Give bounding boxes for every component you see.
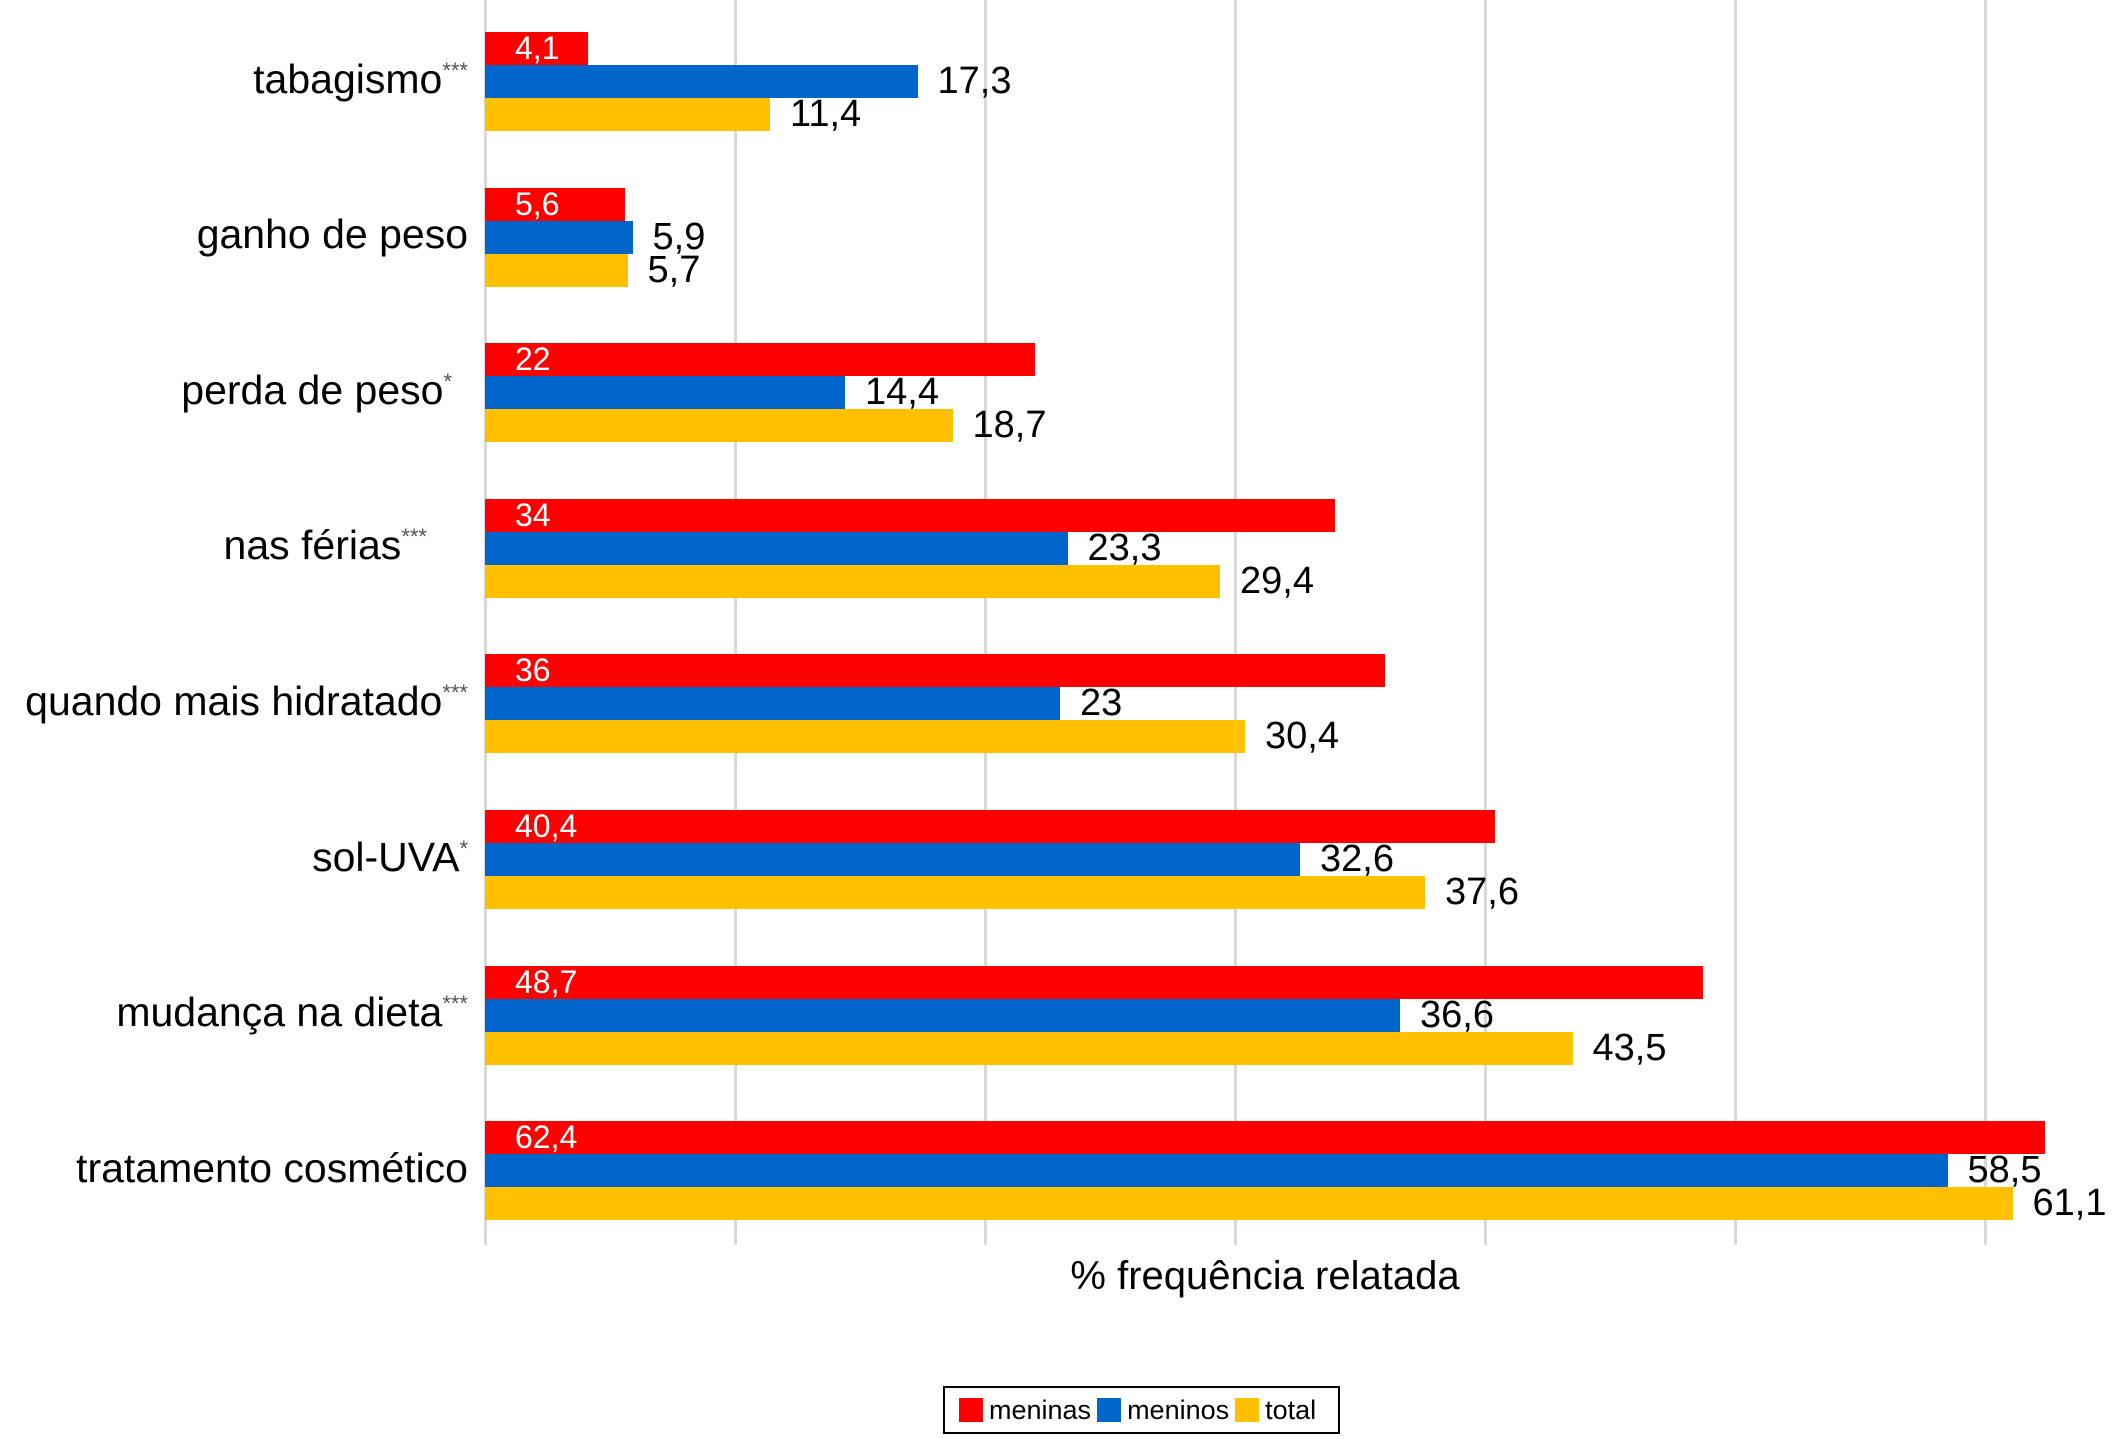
category-label-tratamento-cosmetico: tratamento cosmético	[0, 1144, 468, 1191]
legend-item-meninas: meninas	[959, 1395, 1091, 1426]
significance-marker: ***	[442, 57, 468, 83]
legend-swatch-total	[1235, 1398, 1260, 1422]
bar-meninos-nas-ferias	[485, 531, 1068, 565]
value-label-meninas-tratamento-cosmetico: 62,4	[515, 1119, 578, 1156]
bar-meninos-perda-de-peso	[485, 376, 845, 410]
bar-meninas-sol-uva	[485, 810, 1495, 843]
value-label-meninos-quando-mais-hidratado: 23	[1080, 682, 1123, 725]
bar-meninas-perda-de-peso	[485, 343, 1035, 377]
bar-meninos-quando-mais-hidratado	[485, 687, 1060, 721]
legend-item-total: total	[1235, 1395, 1316, 1426]
value-label-meninas-ganho-de-peso: 5,6	[515, 185, 560, 222]
category-label-text: tabagismo	[253, 55, 443, 102]
gridline	[483, 0, 487, 1245]
bar-total-nas-ferias	[485, 564, 1220, 598]
category-label-perda-de-peso: perda de peso*	[0, 366, 452, 413]
bar-meninas-quando-mais-hidratado	[485, 654, 1385, 688]
legend-swatch-meninos	[1097, 1398, 1122, 1422]
significance-marker: ***	[442, 679, 468, 705]
category-label-text: mudança na dieta	[116, 989, 443, 1036]
legend-label-total: total	[1265, 1394, 1317, 1425]
bar-meninos-tratamento-cosmetico	[485, 1154, 1948, 1188]
legend-swatch-meninas	[959, 1398, 983, 1422]
category-label-text: perda de peso	[181, 366, 444, 413]
bar-total-tratamento-cosmetico	[485, 1187, 2013, 1221]
value-label-meninos-nas-ferias: 23,3	[1087, 526, 1162, 569]
bar-meninas-tabagismo	[485, 32, 588, 65]
plot-area: tabagismo*** 4,1 17,3 11,4 ganho de peso 5,6 5…	[0, 0, 2107, 1245]
value-label-meninas-quando-mais-hidratado: 36	[515, 652, 551, 689]
value-label-total-perda-de-peso: 18,7	[972, 404, 1047, 447]
value-label-total-mudanca-na-dieta: 43,5	[1592, 1026, 1667, 1069]
bar-meninas-nas-ferias	[485, 498, 1335, 532]
gridline	[1483, 0, 1487, 1245]
value-label-meninas-tabagismo: 4,1	[515, 30, 560, 66]
bar-total-quando-mais-hidratado	[485, 720, 1245, 754]
value-label-meninos-sol-uva: 32,6	[1320, 838, 1394, 880]
value-label-total-quando-mais-hidratado: 30,4	[1265, 715, 1339, 758]
bar-meninas-mudanca-na-dieta	[485, 965, 1703, 999]
value-label-total-tratamento-cosmetico: 61,1	[2032, 1182, 2107, 1225]
gridline	[1733, 0, 1737, 1245]
significance-marker: *	[459, 835, 468, 861]
value-label-meninas-sol-uva: 40,4	[515, 808, 578, 844]
bar-meninas-tratamento-cosmetico	[485, 1121, 2045, 1155]
value-label-total-ganho-de-peso: 5,7	[647, 248, 701, 291]
category-label-text: ganho de peso	[196, 211, 468, 258]
legend-label-meninas: meninas	[989, 1394, 1092, 1425]
legend: meninas meninos total	[943, 1386, 1340, 1434]
gridline	[983, 0, 987, 1245]
bar-meninas-ganho-de-peso	[485, 187, 625, 221]
value-label-meninos-tabagismo: 17,3	[937, 60, 1012, 102]
category-label-text: sol-UVA	[312, 833, 460, 880]
category-label-text: quando mais hidratado	[25, 677, 443, 724]
significance-marker: ***	[401, 524, 427, 550]
category-label-text: tratamento cosmético	[76, 1144, 468, 1191]
bar-total-perda-de-peso	[485, 409, 953, 443]
value-label-total-sol-uva: 37,6	[1445, 871, 1519, 913]
bar-meninos-tabagismo	[485, 65, 918, 98]
bar-total-ganho-de-peso	[485, 253, 628, 287]
value-label-meninas-perda-de-peso: 22	[515, 341, 551, 378]
category-label-sol-uva: sol-UVA*	[0, 833, 468, 880]
bar-meninos-ganho-de-peso	[485, 220, 633, 254]
value-label-total-tabagismo: 11,4	[790, 93, 862, 135]
bar-total-mudanca-na-dieta	[485, 1031, 1573, 1065]
category-label-tabagismo: tabagismo***	[0, 55, 468, 102]
legend-item-meninos: meninos	[1097, 1395, 1229, 1426]
value-label-total-nas-ferias: 29,4	[1240, 559, 1314, 602]
value-label-meninos-tratamento-cosmetico: 58,5	[1967, 1149, 2042, 1192]
category-label-text: nas férias	[223, 522, 402, 569]
gridline	[1983, 0, 1987, 1245]
value-label-meninas-mudanca-na-dieta: 48,7	[515, 963, 578, 1000]
value-label-meninos-ganho-de-peso: 5,9	[652, 215, 706, 258]
value-label-meninos-perda-de-peso: 14,4	[865, 371, 939, 414]
value-label-meninos-mudanca-na-dieta: 36,6	[1420, 993, 1494, 1036]
gridline	[733, 0, 737, 1245]
bar-meninos-mudanca-na-dieta	[485, 998, 1400, 1032]
category-label-mudanca-na-dieta: mudança na dieta***	[0, 989, 468, 1036]
significance-marker: *	[443, 368, 452, 394]
bar-total-tabagismo	[485, 98, 770, 131]
legend-label-meninos: meninos	[1127, 1394, 1230, 1425]
category-label-nas-ferias: nas férias***	[0, 522, 427, 569]
significance-marker: ***	[442, 991, 468, 1017]
category-label-quando-mais-hidratado: quando mais hidratado***	[0, 677, 468, 724]
x-axis-label: % frequência relatada	[1070, 1254, 1460, 1298]
bar-total-sol-uva	[485, 876, 1425, 909]
category-label-ganho-de-peso: ganho de peso	[0, 211, 468, 258]
value-label-meninas-nas-ferias: 34	[515, 496, 551, 533]
bar-meninos-sol-uva	[485, 843, 1300, 876]
gridline	[1233, 0, 1237, 1245]
